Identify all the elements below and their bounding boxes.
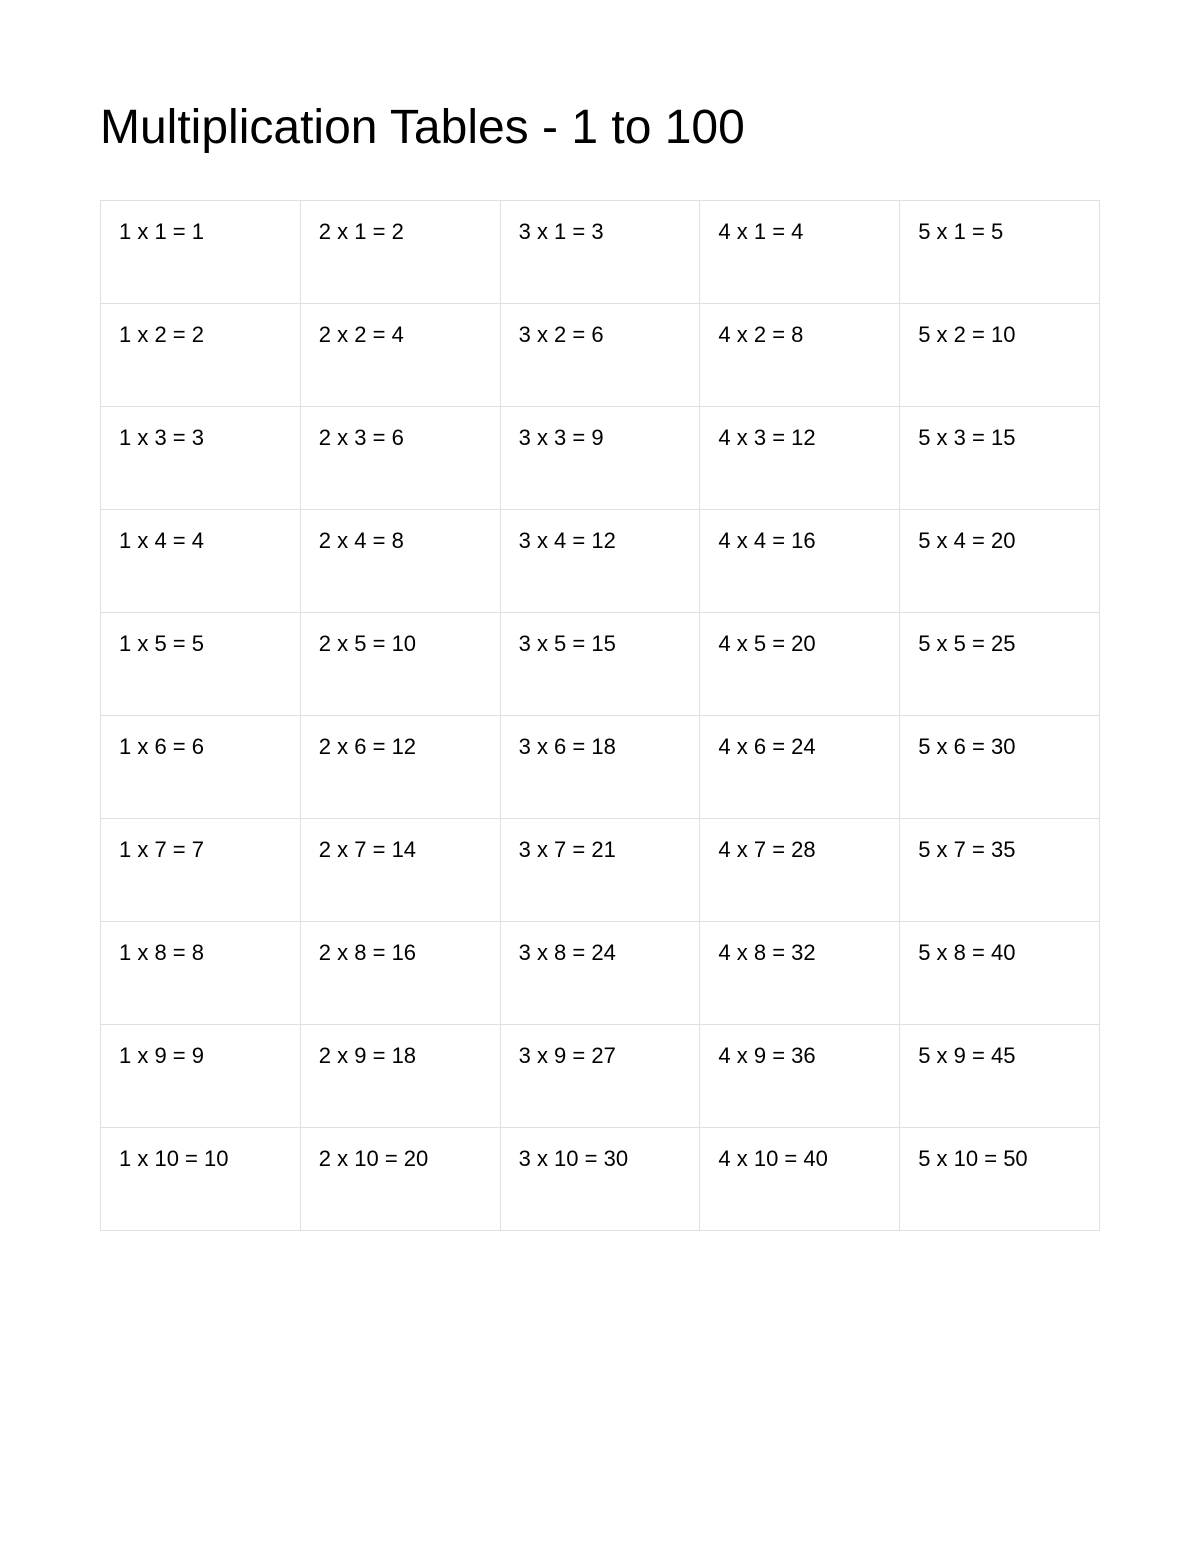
table-cell: 2 x 9 = 18 — [300, 1025, 500, 1128]
table-cell: 2 x 4 = 8 — [300, 510, 500, 613]
table-cell: 5 x 8 = 40 — [900, 922, 1100, 1025]
table-cell: 4 x 1 = 4 — [700, 201, 900, 304]
table-cell: 4 x 2 = 8 — [700, 304, 900, 407]
table-cell: 3 x 8 = 24 — [500, 922, 700, 1025]
table-cell: 1 x 10 = 10 — [101, 1128, 301, 1231]
table-cell: 5 x 1 = 5 — [900, 201, 1100, 304]
table-cell: 2 x 7 = 14 — [300, 819, 500, 922]
table-cell: 2 x 1 = 2 — [300, 201, 500, 304]
table-cell: 5 x 2 = 10 — [900, 304, 1100, 407]
table-cell: 4 x 10 = 40 — [700, 1128, 900, 1231]
table-row: 1 x 1 = 1 2 x 1 = 2 3 x 1 = 3 4 x 1 = 4 … — [101, 201, 1100, 304]
table-cell: 3 x 4 = 12 — [500, 510, 700, 613]
table-cell: 1 x 2 = 2 — [101, 304, 301, 407]
table-cell: 2 x 8 = 16 — [300, 922, 500, 1025]
table-cell: 4 x 7 = 28 — [700, 819, 900, 922]
table-cell: 3 x 2 = 6 — [500, 304, 700, 407]
table-row: 1 x 3 = 3 2 x 3 = 6 3 x 3 = 9 4 x 3 = 12… — [101, 407, 1100, 510]
table-cell: 2 x 2 = 4 — [300, 304, 500, 407]
table-cell: 3 x 6 = 18 — [500, 716, 700, 819]
table-cell: 5 x 3 = 15 — [900, 407, 1100, 510]
table-cell: 3 x 5 = 15 — [500, 613, 700, 716]
table-row: 1 x 9 = 9 2 x 9 = 18 3 x 9 = 27 4 x 9 = … — [101, 1025, 1100, 1128]
table-cell: 5 x 5 = 25 — [900, 613, 1100, 716]
table-cell: 3 x 3 = 9 — [500, 407, 700, 510]
table-cell: 4 x 5 = 20 — [700, 613, 900, 716]
table-cell: 5 x 9 = 45 — [900, 1025, 1100, 1128]
table-cell: 4 x 6 = 24 — [700, 716, 900, 819]
table-cell: 3 x 1 = 3 — [500, 201, 700, 304]
table-cell: 5 x 10 = 50 — [900, 1128, 1100, 1231]
table-row: 1 x 5 = 5 2 x 5 = 10 3 x 5 = 15 4 x 5 = … — [101, 613, 1100, 716]
table-cell: 3 x 7 = 21 — [500, 819, 700, 922]
table-row: 1 x 4 = 4 2 x 4 = 8 3 x 4 = 12 4 x 4 = 1… — [101, 510, 1100, 613]
table-cell: 4 x 8 = 32 — [700, 922, 900, 1025]
table-cell: 3 x 10 = 30 — [500, 1128, 700, 1231]
table-cell: 4 x 9 = 36 — [700, 1025, 900, 1128]
table-row: 1 x 2 = 2 2 x 2 = 4 3 x 2 = 6 4 x 2 = 8 … — [101, 304, 1100, 407]
table-cell: 5 x 4 = 20 — [900, 510, 1100, 613]
table-cell: 1 x 8 = 8 — [101, 922, 301, 1025]
table-row: 1 x 10 = 10 2 x 10 = 20 3 x 10 = 30 4 x … — [101, 1128, 1100, 1231]
table-cell: 1 x 6 = 6 — [101, 716, 301, 819]
table-cell: 1 x 4 = 4 — [101, 510, 301, 613]
table-cell: 5 x 7 = 35 — [900, 819, 1100, 922]
page-title: Multiplication Tables - 1 to 100 — [100, 100, 1100, 155]
table-row: 1 x 6 = 6 2 x 6 = 12 3 x 6 = 18 4 x 6 = … — [101, 716, 1100, 819]
table-cell: 2 x 5 = 10 — [300, 613, 500, 716]
table-row: 1 x 7 = 7 2 x 7 = 14 3 x 7 = 21 4 x 7 = … — [101, 819, 1100, 922]
table-cell: 1 x 3 = 3 — [101, 407, 301, 510]
table-cell: 2 x 3 = 6 — [300, 407, 500, 510]
table-row: 1 x 8 = 8 2 x 8 = 16 3 x 8 = 24 4 x 8 = … — [101, 922, 1100, 1025]
table-cell: 3 x 9 = 27 — [500, 1025, 700, 1128]
table-cell: 5 x 6 = 30 — [900, 716, 1100, 819]
table-cell: 4 x 4 = 16 — [700, 510, 900, 613]
table-cell: 2 x 6 = 12 — [300, 716, 500, 819]
table-cell: 4 x 3 = 12 — [700, 407, 900, 510]
table-cell: 1 x 7 = 7 — [101, 819, 301, 922]
table-cell: 1 x 1 = 1 — [101, 201, 301, 304]
table-cell: 1 x 9 = 9 — [101, 1025, 301, 1128]
table-cell: 1 x 5 = 5 — [101, 613, 301, 716]
multiplication-table: 1 x 1 = 1 2 x 1 = 2 3 x 1 = 3 4 x 1 = 4 … — [100, 200, 1100, 1231]
table-cell: 2 x 10 = 20 — [300, 1128, 500, 1231]
